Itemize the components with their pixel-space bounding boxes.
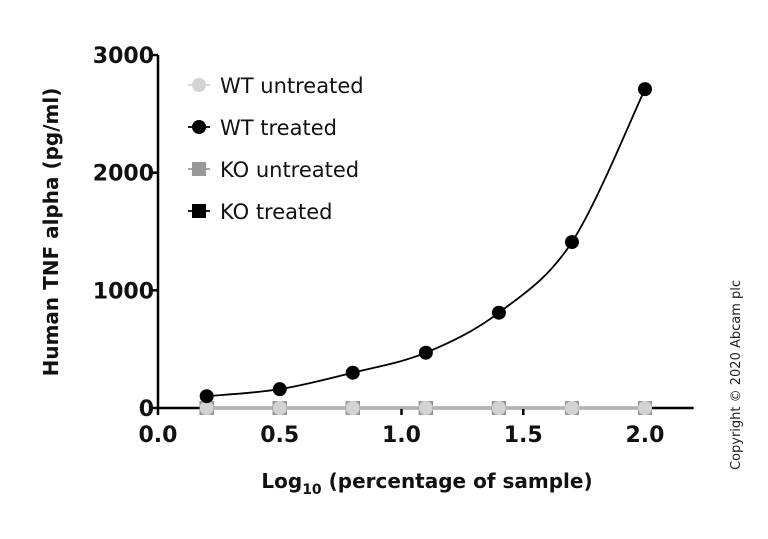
legend-label-wt-untreated: WT untreated: [220, 74, 364, 98]
wt-treated-point: [272, 382, 287, 397]
x-tick-label: 0.5: [260, 423, 299, 448]
wt-untreated-point: [418, 401, 433, 415]
x-tick-label: 2.0: [626, 423, 665, 448]
wt-treated-point: [418, 345, 433, 360]
data-marks: [199, 82, 652, 415]
legend-label-wt-treated: WT treated: [220, 116, 337, 140]
wt-untreated-point: [491, 401, 506, 415]
legend-label-ko-untreated: KO untreated: [220, 158, 359, 182]
wt-untreated-point: [638, 401, 652, 415]
legend-marker-ko-treated: [192, 204, 206, 218]
wt-untreated-point: [564, 401, 579, 415]
axes: 0.0 0.5 1.0 1.5 2.0 0 1000 2000 3000: [93, 44, 694, 448]
x-axis-label: Log10 (percentage of sample): [261, 469, 592, 498]
wt-treated-point: [491, 305, 506, 320]
y-tick-label: 0: [139, 397, 154, 422]
legend-marker-wt-untreated: [192, 78, 206, 92]
wt-untreated-point: [345, 401, 360, 415]
x-tick-label: 0.0: [139, 423, 178, 448]
x-tick-label: 1.0: [382, 423, 421, 448]
legend-marker-wt-treated: [192, 120, 206, 134]
legend-marker-ko-untreated: [192, 162, 206, 176]
legend: WT untreated WT treated KO untreated KO tre…: [188, 74, 364, 224]
wt-untreated-point: [272, 401, 287, 415]
y-axis-label: Human TNF alpha (pg/ml): [39, 88, 63, 377]
wt-untreated-point: [199, 401, 214, 415]
copyright-text: Copyright © 2020 Abcam plc: [729, 280, 744, 470]
wt-treated-point: [638, 82, 652, 97]
wt-treated-point: [564, 235, 579, 250]
wt-treated-point: [199, 389, 214, 404]
x-tick-label: 1.5: [504, 423, 543, 448]
y-tick-label: 3000: [93, 44, 154, 69]
legend-label-ko-treated: KO treated: [220, 200, 333, 224]
wt-treated-point: [345, 365, 360, 380]
y-tick-label: 1000: [93, 279, 154, 304]
y-tick-label: 2000: [93, 162, 154, 187]
